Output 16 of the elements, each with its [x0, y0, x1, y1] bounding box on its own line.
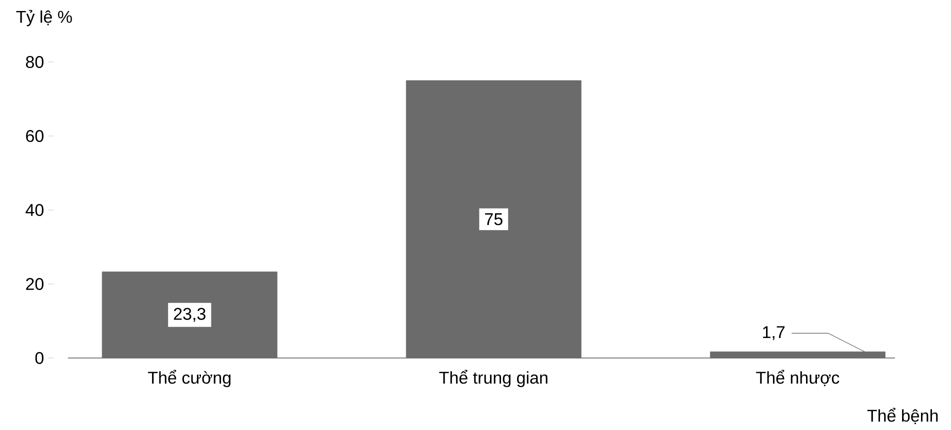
y-axis-title: Tỷ lệ %	[16, 10, 72, 26]
y-tick-label: 60	[26, 130, 44, 142]
data-label: 23,3	[174, 308, 206, 322]
x-tick-label: Thể nhược	[756, 370, 840, 386]
x-axis-title: Thể bệnh	[867, 408, 938, 424]
bar	[406, 80, 582, 358]
data-label: 1,7	[763, 326, 785, 340]
bar	[102, 272, 278, 358]
y-tick-label: 40	[26, 204, 44, 216]
x-tick-label: Thể cường	[148, 370, 230, 388]
y-tick-label: 0	[35, 352, 44, 364]
y-tick-label: 20	[26, 278, 44, 290]
x-tick-label: Thể trung gian	[439, 370, 548, 388]
data-label: 75	[485, 213, 502, 226]
bar	[710, 352, 886, 358]
y-tick-label: 80	[26, 56, 44, 68]
